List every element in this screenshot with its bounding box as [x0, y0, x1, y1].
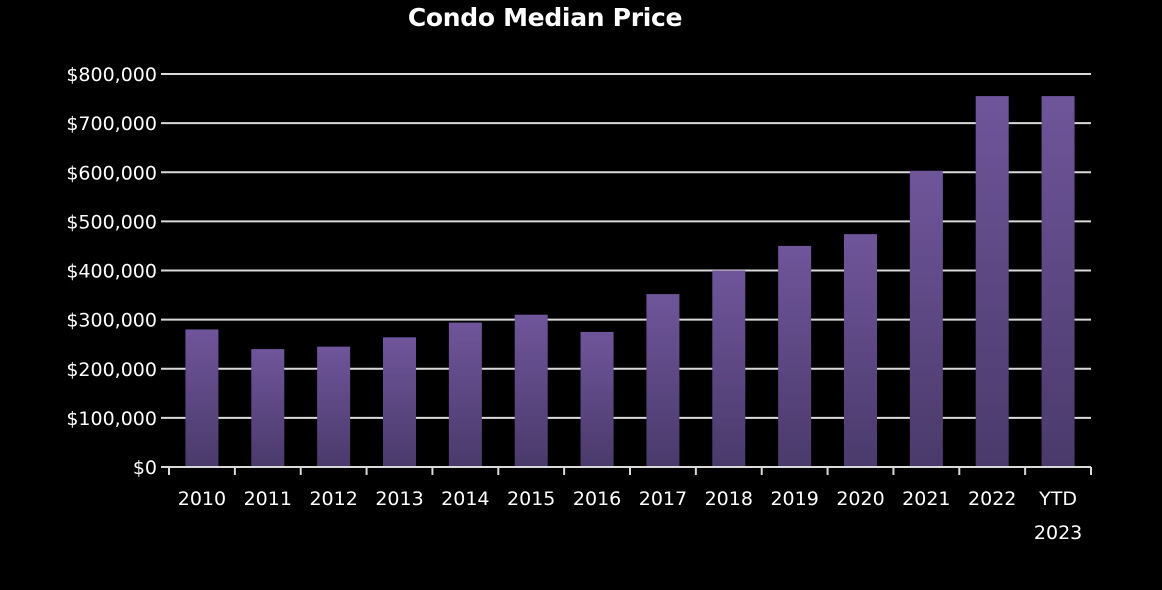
y-tick-label: $600,000 [66, 162, 157, 184]
bar [712, 270, 746, 467]
y-tick-label: $100,000 [66, 408, 157, 430]
x-tick-label: 2015 [507, 488, 555, 510]
x-tick-label: 2022 [968, 488, 1016, 510]
y-tick-label: $800,000 [66, 64, 157, 86]
bar [975, 96, 1009, 467]
x-tick-label: 2010 [178, 488, 226, 510]
bar [514, 314, 548, 467]
x-tick-label: 2021 [902, 488, 950, 510]
bar [909, 170, 943, 467]
bar [448, 322, 482, 467]
bar [646, 294, 680, 467]
x-tick-label: 2018 [705, 488, 753, 510]
bar [1041, 96, 1075, 467]
bar [317, 346, 351, 467]
bar [844, 234, 877, 467]
y-tick-label: $200,000 [66, 359, 157, 381]
x-tick-label: 2014 [441, 488, 489, 510]
x-tick-label: 2019 [770, 488, 818, 510]
x-tick-label: YTD 2023 [1034, 488, 1082, 544]
bar [580, 331, 614, 467]
y-tick-label: $300,000 [66, 310, 157, 332]
x-tick-label: 2020 [836, 488, 884, 510]
chart-title: Condo Median Price [407, 3, 683, 32]
bar [778, 245, 812, 467]
x-tick-label: 2011 [244, 488, 292, 510]
bar [251, 349, 285, 467]
x-tick-label: 2016 [573, 488, 621, 510]
x-axis-labels: 2010 2011 2012 2013 2014 2015 2016 2017 2018 2019… [178, 488, 1083, 544]
x-tick-label: 2012 [309, 488, 357, 510]
y-tick-label: $400,000 [66, 261, 157, 283]
y-tick-label: $500,000 [66, 211, 157, 233]
y-tick-label: $700,000 [66, 113, 157, 135]
bars [185, 96, 1075, 467]
x-tick-label: 2013 [375, 488, 423, 510]
x-tick-label: 2017 [639, 488, 687, 510]
x-axis [161, 466, 1092, 475]
gridlines [161, 73, 1091, 419]
bar [383, 337, 416, 467]
bar [185, 329, 219, 467]
y-axis-labels: $0 $100,000 $200,000 $300,000 $400,000 $500,0… [66, 64, 157, 479]
y-tick-label: $0 [133, 457, 157, 479]
